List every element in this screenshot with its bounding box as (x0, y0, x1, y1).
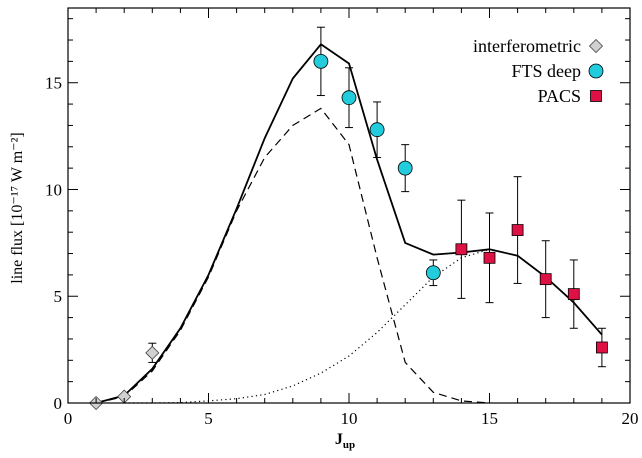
legend: interferometric FTS deep PACS (473, 36, 604, 106)
model-curve-dashed (95, 107, 490, 404)
data-point-interferometric (145, 345, 160, 360)
data-point-pacs (567, 288, 580, 301)
data-point-pacs (455, 243, 468, 256)
data-point-pacs (596, 341, 608, 354)
data-point-pacs (511, 224, 524, 236)
data-point-fts-deep (425, 265, 441, 281)
legend-marker-interferometric (588, 38, 604, 54)
data-point-fts-deep (313, 53, 329, 69)
y-tick-label: 5 (54, 287, 63, 306)
legend-marker-fts-deep (588, 63, 604, 79)
x-tick-label: 5 (204, 409, 213, 428)
legend-marker-pacs (590, 90, 602, 102)
legend-label-interferometric: interferometric (473, 36, 581, 56)
data-point-pacs (539, 273, 552, 286)
data-point-pacs (483, 251, 496, 264)
model-curve-dotted (124, 248, 603, 404)
y-axis-label: line flux [10⁻¹⁷ W m⁻²] (9, 132, 26, 283)
legend-label-fts-deep: FTS deep (512, 61, 582, 81)
x-tick-label: 20 (622, 409, 639, 428)
x-tick-label: 15 (481, 409, 498, 428)
data-point-fts-deep (341, 90, 357, 106)
y-tick-label: 15 (45, 74, 62, 93)
x-tick-label: 10 (341, 409, 358, 428)
data-points (89, 26, 608, 411)
axes: 0 5 10 15 20 0 5 10 15 (45, 7, 639, 428)
y-tick-label: 10 (45, 180, 62, 199)
data-point-fts-deep (369, 122, 385, 138)
data-point-fts-deep (397, 160, 413, 176)
legend-label-pacs: PACS (538, 86, 581, 106)
x-tick-label: 0 (64, 409, 73, 428)
y-tick-label: 0 (54, 394, 63, 413)
x-axis-label: Jup (335, 431, 355, 451)
